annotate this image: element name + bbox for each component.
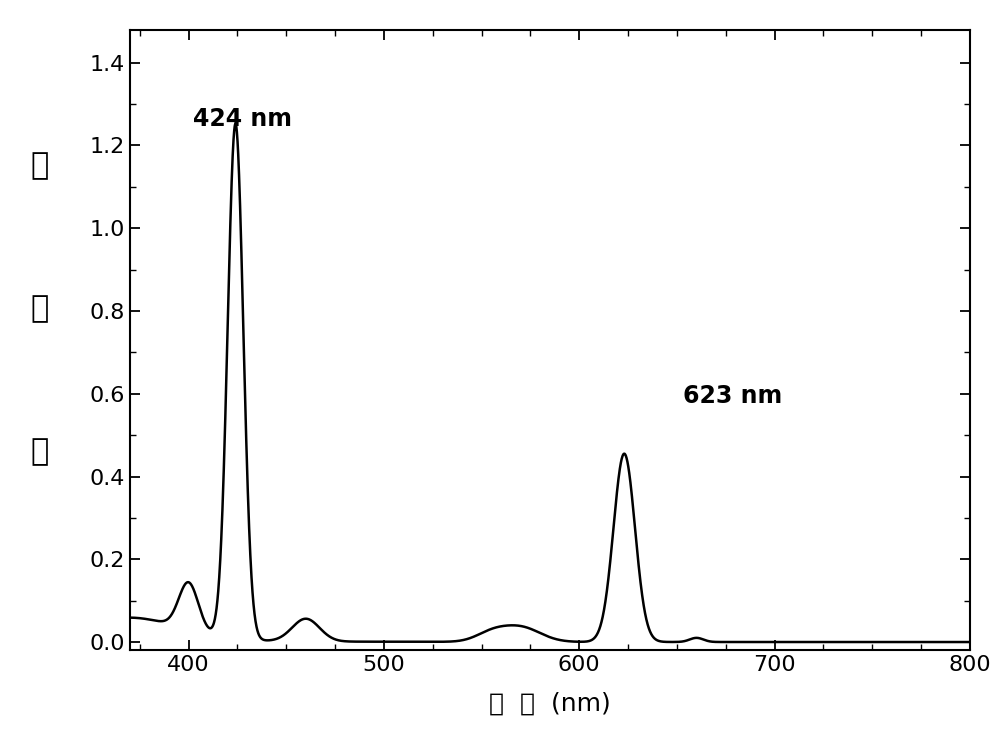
Text: 吸: 吸 [31, 151, 49, 180]
X-axis label: 波  长  (nm): 波 长 (nm) [489, 692, 611, 716]
Text: 424 nm: 424 nm [193, 107, 292, 131]
Text: 光: 光 [31, 294, 49, 324]
Text: 度: 度 [31, 437, 49, 466]
Text: 623 nm: 623 nm [683, 384, 782, 408]
